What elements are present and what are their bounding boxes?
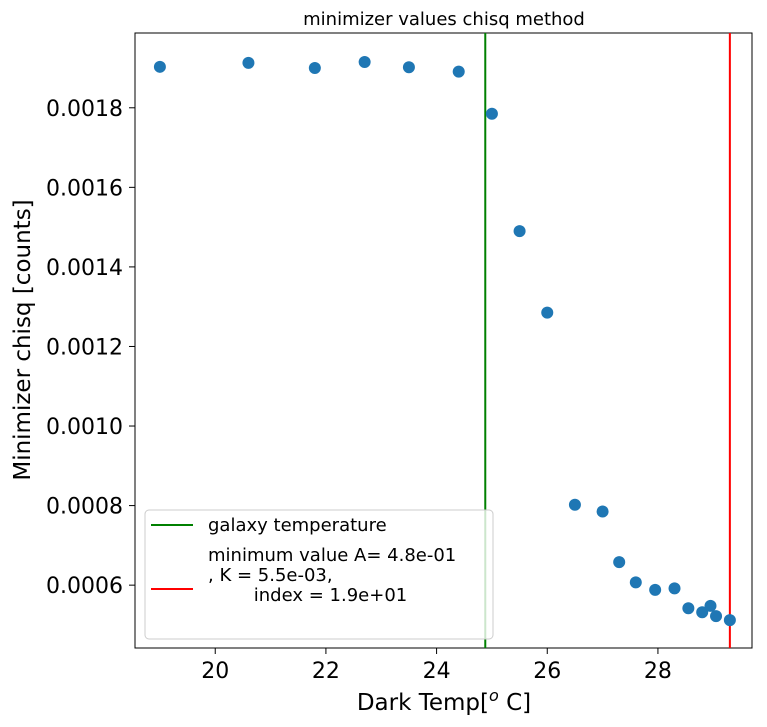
y-tick-label: 0.0016	[46, 176, 123, 201]
y-tick-label: 0.0008	[46, 495, 123, 520]
data-point	[704, 599, 717, 612]
data-point	[568, 498, 581, 511]
x-tick-label: 28	[644, 659, 672, 684]
data-point	[242, 56, 255, 69]
legend-label-minimum-value: minimum value A= 4.8e-01, K = 5.5e-03, i…	[208, 545, 456, 606]
data-point	[682, 602, 695, 615]
x-tick-label: 22	[312, 659, 340, 684]
data-point	[596, 505, 609, 518]
data-point	[613, 556, 626, 569]
x-axis-label-prefix: Dark Temp[	[357, 690, 489, 716]
legend-label-minimum-value-line-1: minimum value A= 4.8e-01	[208, 545, 456, 566]
y-axis-label: Minimizer chisq [counts]	[10, 199, 36, 480]
legend: galaxy temperature minimum value A= 4.8e…	[144, 509, 494, 640]
x-tick-label: 26	[533, 659, 561, 684]
y-tick-label: 0.0006	[46, 574, 123, 599]
y-tick-label: 0.0010	[46, 415, 123, 440]
y-tick-label: 0.0018	[46, 97, 123, 122]
data-point	[485, 107, 498, 120]
plot-frame	[134, 32, 753, 649]
scatter-points	[153, 56, 736, 627]
x-tick-label: 20	[201, 659, 229, 684]
data-point	[710, 610, 723, 623]
legend-box	[144, 509, 494, 640]
x-axis-ticks: 20 22 24 26 28	[201, 648, 672, 684]
data-point	[541, 306, 554, 319]
data-point	[723, 614, 736, 627]
data-point	[452, 65, 465, 78]
x-tick-label: 24	[423, 659, 451, 684]
y-tick-label: 0.0012	[46, 335, 123, 360]
data-point	[696, 606, 709, 619]
data-point	[308, 62, 321, 75]
data-point	[153, 60, 166, 73]
data-point	[668, 582, 681, 595]
data-point	[629, 576, 642, 589]
legend-label-minimum-value-line-2: , K = 5.5e-03,	[208, 565, 333, 586]
data-point	[649, 583, 662, 596]
plot-area	[134, 32, 753, 649]
chart-title: minimizer values chisq method	[303, 9, 585, 30]
y-tick-label: 0.0014	[46, 256, 123, 281]
x-axis-label: Dark Temp[o C]	[357, 686, 531, 716]
legend-label-minimum-value-line-3: index = 1.9e+01	[208, 585, 407, 606]
data-point	[402, 61, 415, 74]
x-axis-label-superscript: o	[489, 686, 499, 705]
legend-label-galaxy-temperature: galaxy temperature	[208, 515, 387, 536]
y-axis-ticks: 0.0006 0.0008 0.0010 0.0012 0.0014 0.0016 0.00…	[46, 97, 135, 599]
data-point	[513, 225, 526, 238]
x-axis-label-suffix: C]	[499, 690, 531, 716]
data-point	[358, 56, 371, 69]
